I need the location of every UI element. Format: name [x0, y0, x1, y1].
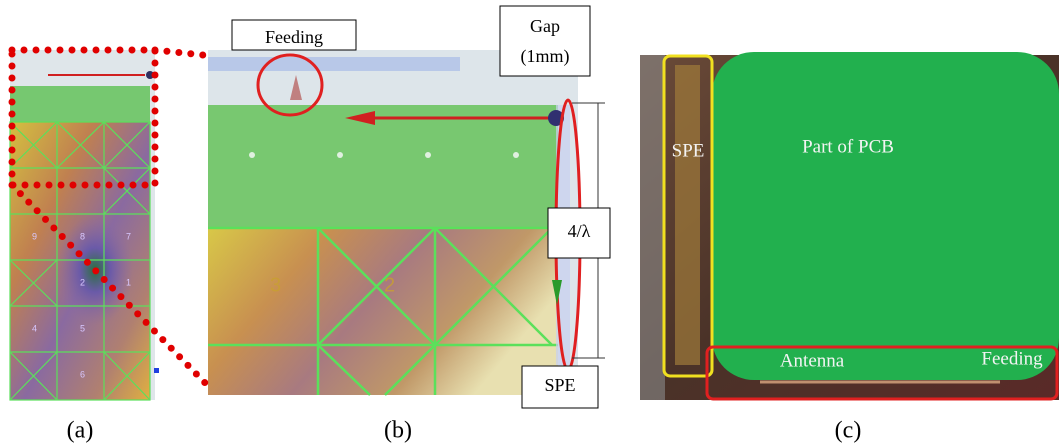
gap-label: (1mm): [521, 46, 570, 67]
grid-number: 2: [80, 277, 85, 287]
spe-label: SPE: [544, 375, 575, 395]
grid-number: 6: [80, 369, 85, 379]
pcb-label: Part of PCB: [802, 136, 894, 157]
grid-number: 3: [270, 274, 281, 296]
figure: 9 8 7 2 1 4 5 6 3 2: [0, 0, 1059, 446]
antenna-label: Antenna: [780, 350, 845, 371]
panel-b: 3 2 Feeding Gap (1mm) 4/λ SPE: [208, 6, 610, 408]
grid-number: 5: [80, 323, 85, 333]
pcb-overlay: [712, 52, 1059, 380]
spe-strip: [675, 65, 700, 365]
feeding-label: Feeding: [981, 348, 1043, 369]
grid-number: 4: [32, 323, 37, 333]
grid-number: 8: [80, 231, 85, 241]
green-band: [10, 86, 150, 122]
caption: (c): [835, 418, 862, 444]
spe-label: SPE: [672, 140, 705, 161]
gap-label: Gap: [530, 16, 560, 36]
length-label: 4/λ: [568, 221, 591, 241]
feeding-label: Feeding: [265, 27, 323, 47]
case-edge: [640, 55, 665, 400]
caption: (a): [67, 418, 94, 444]
grid-number: 9: [32, 231, 37, 241]
marker: [154, 368, 159, 373]
feed-line: [208, 57, 460, 71]
panel-c: SPE Part of PCB Antenna Feeding: [640, 52, 1059, 400]
grid-number: 1: [126, 277, 131, 287]
field-map: [208, 228, 558, 395]
green-band: [208, 105, 558, 228]
panel-a: 9 8 7 2 1 4 5 6: [10, 50, 159, 400]
grid-number: 2: [384, 274, 395, 296]
grid-number: 7: [126, 231, 131, 241]
caption: (b): [384, 418, 412, 444]
